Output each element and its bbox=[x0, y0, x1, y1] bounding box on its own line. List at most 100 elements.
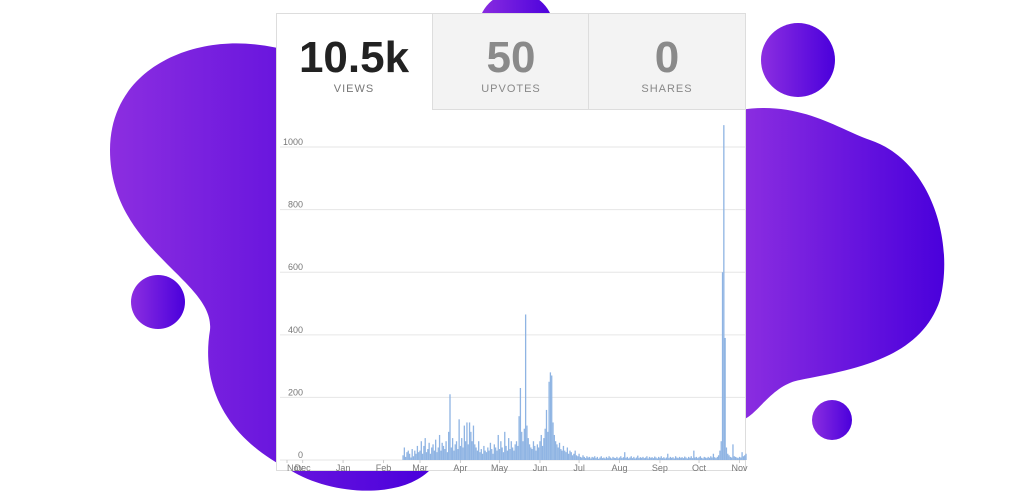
bar bbox=[530, 447, 532, 460]
bar bbox=[497, 434, 499, 460]
bar bbox=[534, 445, 536, 460]
stat-value[interactable]: 50 bbox=[487, 33, 536, 82]
bar bbox=[518, 416, 520, 460]
bar bbox=[712, 453, 715, 460]
x-tick-label: May bbox=[491, 463, 509, 473]
bar bbox=[715, 458, 717, 460]
bar bbox=[545, 409, 548, 460]
bar bbox=[604, 458, 606, 460]
bar bbox=[509, 449, 511, 460]
bar bbox=[442, 445, 445, 460]
bar bbox=[652, 458, 655, 460]
bar bbox=[583, 456, 585, 460]
bar bbox=[429, 453, 432, 460]
bar bbox=[470, 431, 472, 460]
bar bbox=[680, 457, 682, 460]
bar bbox=[407, 450, 409, 460]
bar bbox=[626, 456, 628, 460]
bar bbox=[511, 447, 514, 460]
bar bbox=[514, 444, 516, 460]
bar bbox=[732, 444, 734, 460]
bar bbox=[742, 456, 745, 460]
bar bbox=[684, 456, 686, 460]
bar bbox=[565, 452, 567, 460]
bar bbox=[552, 422, 554, 460]
stat-label[interactable]: VIEWS bbox=[334, 83, 374, 95]
bar bbox=[483, 445, 485, 460]
bar bbox=[594, 456, 596, 460]
bar bbox=[582, 455, 584, 460]
x-tick-label: Jun bbox=[533, 463, 548, 473]
x-tick-label: Aug bbox=[612, 463, 628, 473]
bar bbox=[724, 337, 726, 460]
bar bbox=[440, 450, 442, 460]
bar bbox=[468, 422, 471, 460]
bar bbox=[540, 434, 542, 460]
bar bbox=[569, 450, 571, 460]
bar bbox=[617, 458, 619, 460]
bar bbox=[588, 456, 591, 460]
bar bbox=[466, 422, 468, 460]
bar bbox=[634, 458, 636, 460]
bar bbox=[425, 452, 428, 460]
bar bbox=[523, 428, 525, 460]
bar bbox=[697, 458, 699, 460]
bar bbox=[729, 456, 732, 460]
bar bbox=[449, 394, 451, 460]
bar bbox=[463, 425, 465, 460]
bar bbox=[566, 447, 569, 460]
bar bbox=[592, 457, 595, 460]
stat-value[interactable]: 10.5k bbox=[299, 33, 410, 82]
bar bbox=[612, 456, 614, 460]
bar bbox=[717, 455, 720, 460]
bar bbox=[642, 456, 644, 460]
bar bbox=[637, 455, 639, 460]
bar bbox=[720, 441, 722, 460]
bar bbox=[553, 434, 555, 460]
bar bbox=[738, 456, 741, 460]
bar bbox=[543, 438, 545, 460]
bar bbox=[541, 445, 544, 460]
bar bbox=[444, 449, 446, 460]
bar bbox=[685, 457, 687, 460]
bar bbox=[597, 458, 600, 460]
bar bbox=[423, 445, 425, 460]
bar bbox=[506, 450, 509, 460]
bar bbox=[723, 125, 725, 460]
bar bbox=[578, 453, 580, 460]
bar bbox=[446, 452, 449, 460]
bar bbox=[599, 457, 601, 460]
bar bbox=[664, 458, 666, 460]
bar bbox=[464, 441, 467, 460]
stat-label[interactable]: SHARES bbox=[641, 83, 692, 95]
bar bbox=[629, 457, 631, 460]
bar bbox=[455, 441, 458, 460]
y-tick-label: 800 bbox=[288, 200, 303, 210]
bar bbox=[651, 457, 653, 460]
bar bbox=[693, 450, 695, 460]
bar bbox=[476, 450, 479, 460]
bar bbox=[445, 441, 447, 460]
bar bbox=[573, 453, 575, 460]
bar bbox=[622, 457, 625, 460]
bar bbox=[527, 438, 529, 460]
bar bbox=[528, 444, 531, 460]
bar bbox=[513, 450, 515, 460]
bar bbox=[574, 450, 576, 460]
bar bbox=[420, 441, 422, 460]
bar bbox=[494, 447, 497, 460]
stat-value[interactable]: 0 bbox=[655, 33, 679, 82]
bar bbox=[711, 457, 713, 460]
bar bbox=[431, 447, 433, 460]
bar bbox=[647, 458, 649, 460]
stat-label[interactable]: UPVOTES bbox=[481, 83, 541, 95]
bar bbox=[691, 458, 694, 460]
y-tick-label: 1000 bbox=[283, 137, 303, 147]
bar bbox=[568, 453, 570, 460]
bar bbox=[551, 375, 553, 460]
bar bbox=[522, 441, 524, 460]
bar bbox=[493, 444, 495, 460]
x-tick-label: Nov bbox=[731, 463, 748, 473]
bar bbox=[736, 457, 738, 460]
